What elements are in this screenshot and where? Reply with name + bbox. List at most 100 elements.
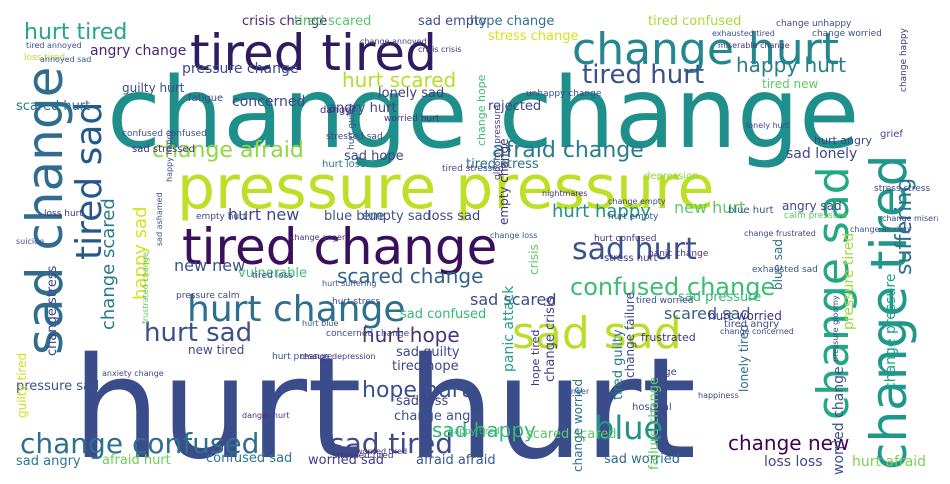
cloud-word: tired hope — [392, 359, 459, 374]
cloud-word: change anxiety — [850, 225, 912, 234]
cloud-word: vulnerable — [238, 266, 307, 281]
cloud-word: stress hurt — [604, 253, 658, 264]
cloud-word: sad worried — [604, 452, 681, 467]
cloud-word: tired confused — [648, 14, 742, 29]
cloud-word: pressure pressure — [177, 153, 715, 223]
cloud-word: anxiety change — [102, 369, 164, 378]
cloud-word: scared sad — [664, 304, 751, 323]
cloud-word: sad hurt — [572, 232, 697, 267]
cloud-word: new hurt — [674, 198, 746, 217]
cloud-word: tired change — [182, 218, 498, 276]
cloud-word: tired worried — [636, 296, 694, 306]
cloud-word: hurt afraid — [852, 454, 927, 470]
cloud-word: change pressure — [883, 273, 899, 390]
cloud-word: change depression — [300, 352, 376, 361]
cloud-word: scared scared — [526, 427, 617, 442]
cloud-word: failure change — [647, 376, 662, 470]
cloud-word: stress change — [488, 29, 579, 44]
cloud-word: scared hurt — [16, 99, 91, 114]
cloud-word: worried tired — [356, 447, 408, 456]
cloud-word: sad stressed — [132, 144, 195, 155]
cloud-word: hurt empty — [608, 212, 659, 222]
cloud-word: hurt angry — [814, 134, 873, 147]
cloud-word: change angry — [394, 409, 484, 424]
cloud-word: hurt loss — [322, 159, 366, 170]
cloud-word: sad lonely — [786, 146, 858, 162]
cloud-word: depression — [644, 171, 699, 182]
cloud-word: afraid afraid — [416, 453, 496, 468]
cloud-word: sad sad — [512, 308, 682, 359]
cloud-word: loss loss — [764, 454, 823, 470]
cloud-word: guilty hurt — [122, 81, 185, 95]
cloud-word: tired new — [762, 77, 819, 91]
cloud-word: hope hurt — [362, 378, 470, 403]
cloud-word: change anger — [290, 233, 346, 242]
cloud-word: pressure change — [182, 61, 299, 77]
cloud-word: angry change — [90, 43, 187, 59]
cloud-word: change crisis — [543, 296, 558, 382]
cloud-word: fatigue — [188, 93, 224, 104]
cloud-word: change failure — [623, 292, 637, 378]
cloud-word: sad happy — [432, 418, 536, 442]
cloud-word: change hurt — [572, 24, 840, 75]
cloud-word: angry hurt — [328, 101, 397, 116]
cloud-word: hurt happy — [552, 201, 651, 222]
cloud-word: annoyed sad — [40, 55, 92, 64]
cloud-word: loss hurt — [44, 209, 83, 219]
cloud-word: tired tired — [190, 24, 437, 82]
cloud-word: change afraid — [152, 138, 304, 163]
cloud-word: sad empty — [418, 14, 487, 29]
cloud-word: hospital — [632, 402, 672, 413]
cloud-word: unhappy change — [526, 89, 602, 99]
cloud-word: loss tired — [24, 53, 66, 63]
cloud-word: happiness — [698, 391, 739, 400]
cloud-word: tired hurt — [582, 60, 705, 90]
cloud-word: change scared — [98, 198, 119, 330]
cloud-word: panic attack — [501, 285, 517, 372]
cloud-word: hurt stress — [332, 297, 381, 307]
cloud-word: angry sad — [782, 199, 842, 213]
cloud-word: change confused — [20, 427, 260, 460]
cloud-word: frustrated — [641, 331, 696, 344]
cloud-word: confused change — [570, 273, 776, 301]
cloud-word: sad angry — [16, 454, 81, 469]
cloud-word: sad hope — [344, 149, 404, 164]
cloud-word: sad scared — [470, 290, 557, 309]
cloud-word: confused sad — [206, 451, 293, 466]
cloud-word: hurt hurt — [72, 328, 697, 477]
cloud-word: concerned — [232, 94, 306, 110]
cloud-word: rage — [654, 367, 677, 378]
cloud-word: frustrated change — [141, 252, 150, 324]
cloud-word: crisis — [527, 244, 541, 275]
cloud-word: new tired — [188, 343, 245, 357]
cloud-word: change happy — [899, 28, 909, 92]
cloud-word: change loss — [490, 231, 538, 240]
cloud-word: tired annoyed — [26, 41, 82, 50]
cloud-word: nightmares — [542, 189, 588, 198]
cloud-word: sad confused — [400, 307, 487, 322]
cloud-word: danger — [320, 105, 356, 116]
cloud-word: danger hurt — [242, 411, 290, 420]
cloud-word: crisis crisis — [418, 45, 462, 54]
cloud-word: sad ashamed — [155, 192, 164, 246]
cloud-word: concerned change — [326, 329, 410, 339]
cloud-word: hope tired — [529, 329, 542, 386]
cloud-word: hurt blue — [302, 319, 339, 328]
cloud-word: hurt suffering — [322, 279, 377, 288]
cloud-word: sad guilty — [396, 345, 460, 360]
cloud-word: lonely hurt — [746, 121, 790, 130]
cloud-word: worried sad — [308, 453, 385, 468]
cloud-word: pressure sad — [16, 379, 100, 394]
cloud-word: pressure gloomy — [831, 295, 840, 362]
cloud-word: stressed tired — [332, 451, 394, 461]
cloud-word: confused confused — [122, 129, 207, 139]
cloud-word: blue — [594, 409, 664, 447]
cloud-word: change hope — [475, 74, 488, 146]
cloud-word: tired stressed — [442, 164, 504, 174]
cloud-word: stressed sad — [326, 132, 383, 142]
cloud-word: blue hurt — [728, 205, 774, 216]
cloud-word: worried change — [831, 366, 847, 475]
cloud-word: panic change — [648, 249, 709, 259]
cloud-word: exhausted tired — [712, 29, 775, 38]
cloud-word: crisis change — [242, 14, 328, 29]
